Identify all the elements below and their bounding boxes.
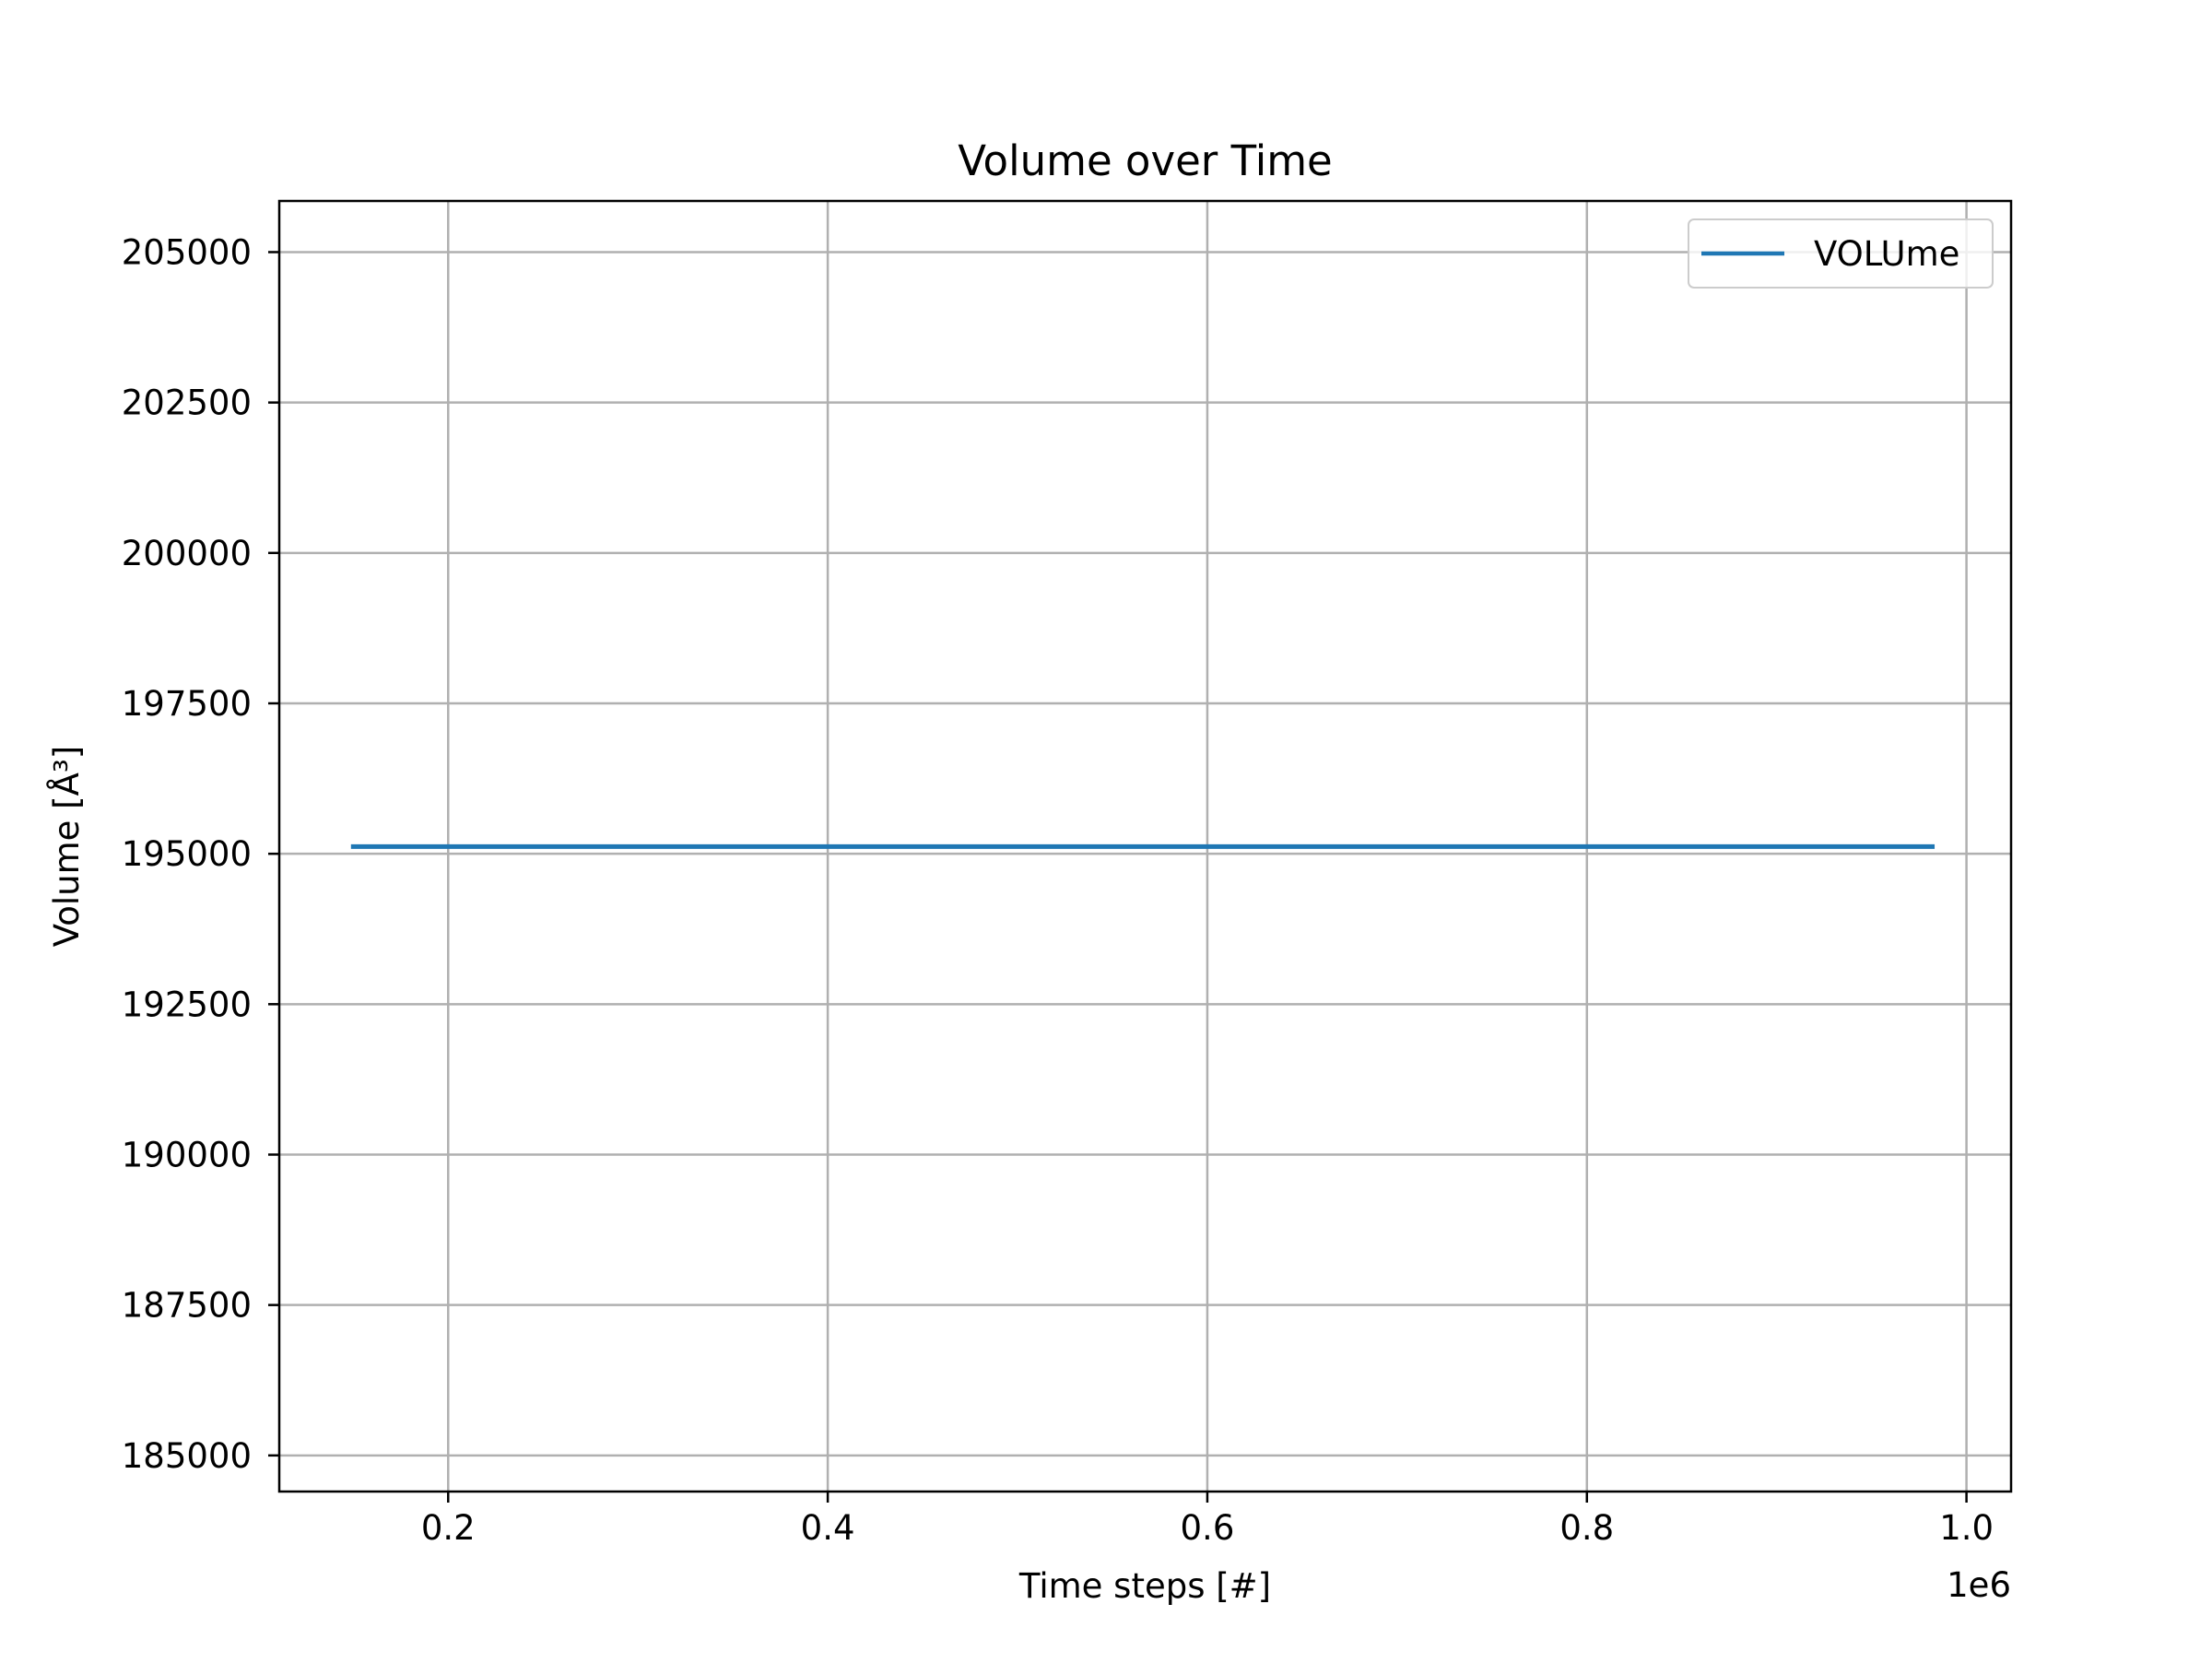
y-tick-label: 190000 [122,1135,252,1174]
y-tick-label: 192500 [122,985,252,1024]
ticks-layer: 0.2 0.4 0.6 0.8 1.0 185000 187500 190000 192500 1… [122,232,1994,1548]
y-tick-label: 185000 [122,1436,252,1476]
y-tick-label: 187500 [122,1286,252,1326]
y-tick-label: 197500 [122,684,252,724]
legend-box [1688,218,1994,289]
legend: VOLUme [1688,218,1994,289]
x-tick-label: 0.4 [801,1508,855,1548]
y-tick-label: 195000 [122,834,252,874]
x-tick-label: 1.0 [1939,1508,1994,1548]
x-axis-title: Time steps [#] [1018,1566,1271,1606]
y-tick-label: 202500 [122,383,252,423]
x-tick-label: 0.6 [1181,1508,1235,1548]
x-tick-label: 0.8 [1559,1508,1614,1548]
chart-title: Volume over Time [958,136,1332,185]
x-axis-offset-label: 1e6 [1947,1565,2011,1605]
y-tick-label: 205000 [122,232,252,272]
y-axis-title: Volume [Å³] [46,746,87,947]
axes-frame [277,199,2013,1493]
x-tick-label: 0.2 [421,1508,476,1548]
y-tick-label: 200000 [122,534,252,573]
legend-label-volume: VOLUme [1814,234,1959,274]
